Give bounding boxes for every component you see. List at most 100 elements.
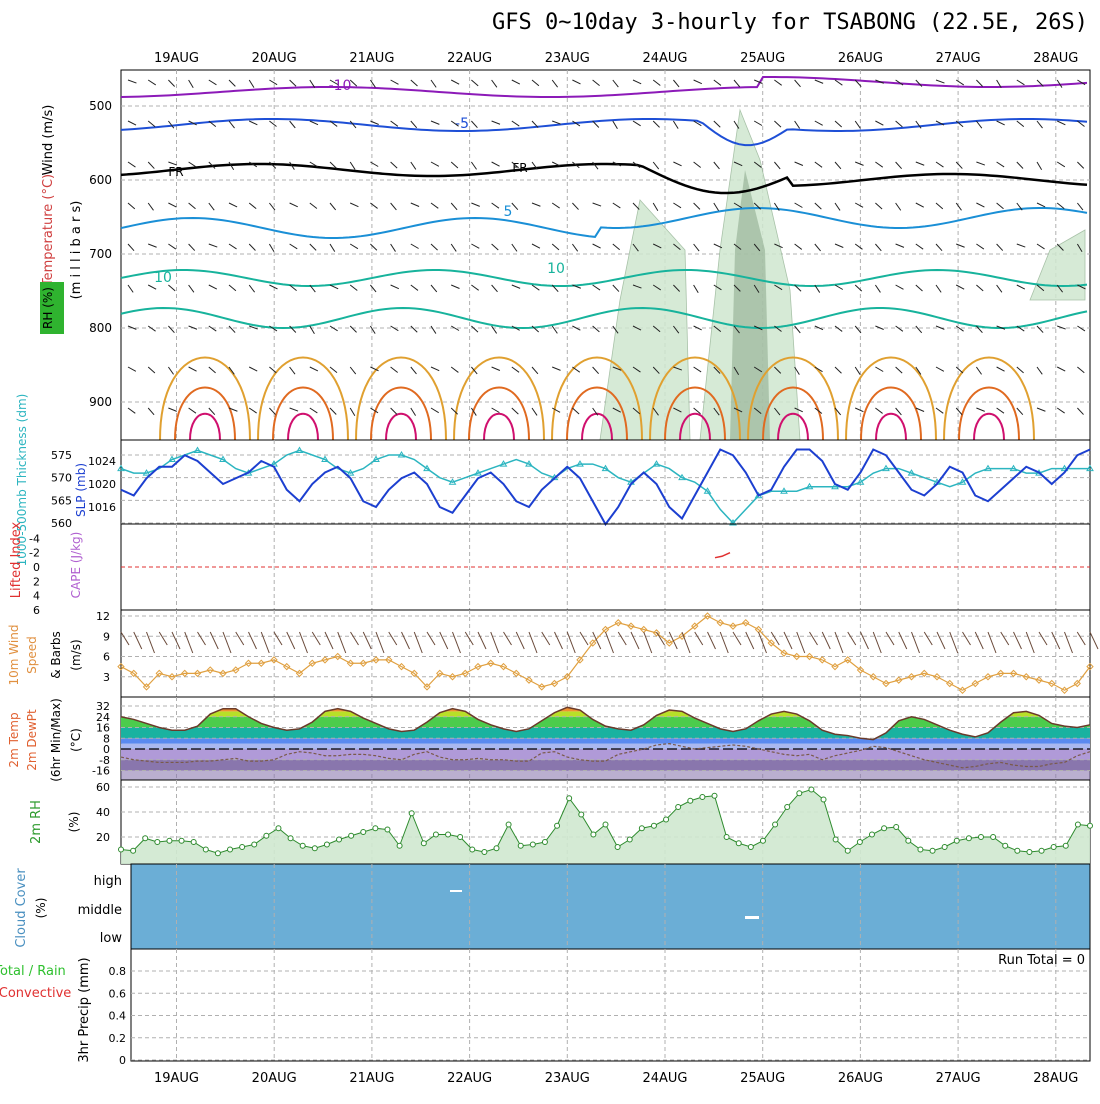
wind-barb	[794, 366, 800, 375]
wind-barb	[632, 325, 642, 331]
warm-temp-contour	[973, 412, 1005, 441]
wind-barb	[885, 631, 895, 646]
wind-barb	[450, 366, 459, 373]
wind-barb	[612, 161, 622, 167]
wind-barb	[260, 631, 270, 654]
rh-point	[929, 847, 936, 854]
wind-barb	[774, 120, 782, 128]
wind-barb	[248, 243, 256, 251]
wind-barb	[491, 366, 501, 371]
wind-barb	[643, 631, 653, 654]
wind-barb	[511, 325, 520, 331]
wind-barb	[713, 202, 719, 211]
wind10m-panel: 3 6 9 12 10m Wind Speed & Barbs (m/s)	[7, 609, 1099, 698]
wind-speed-point	[257, 659, 265, 667]
wind-barb	[349, 284, 358, 291]
rh-point	[893, 824, 900, 830]
wind-barb	[652, 79, 661, 86]
rh-legend-swatch	[40, 282, 64, 334]
rh-point	[675, 804, 682, 810]
wind-barb	[935, 284, 942, 293]
wind-barb	[713, 325, 722, 333]
panel-frame	[120, 609, 1091, 698]
wind-barb	[733, 79, 741, 88]
wind-barb	[733, 407, 743, 413]
axis-label-wind10: Speed	[25, 636, 39, 674]
wind-barb	[349, 120, 357, 129]
wind-barb	[733, 202, 742, 209]
wind-barb	[450, 325, 460, 331]
wind-barb	[309, 79, 316, 88]
wind-barb	[955, 120, 964, 128]
wind-barb	[809, 631, 818, 646]
wind-speed-point	[933, 673, 941, 681]
rh-point	[154, 839, 161, 845]
wind-barb	[208, 366, 216, 374]
wind-barb	[450, 120, 459, 127]
wind-speed-series	[120, 615, 1091, 691]
date-label: 19AUG	[154, 51, 199, 66]
date-label: 25AUG	[740, 51, 785, 66]
wind-barb	[309, 202, 318, 209]
wind-barb	[770, 631, 780, 646]
wind-barb	[895, 284, 904, 290]
wind-barb	[673, 161, 682, 167]
warm-temp-contour	[747, 356, 839, 441]
wind-barb	[834, 325, 843, 332]
wind-barb	[915, 325, 923, 334]
wind-barb	[511, 202, 519, 211]
rh-point	[626, 836, 633, 843]
wind-barb	[228, 79, 236, 87]
axis-label-pressure: (m i l l i b a r s)	[69, 201, 84, 300]
wind-barb	[531, 202, 541, 207]
run-total: Run Total = 0	[998, 953, 1085, 968]
wind-barb	[1056, 161, 1066, 168]
wind-barb	[605, 631, 614, 654]
wind-barb	[814, 120, 823, 126]
contour-plus5	[120, 207, 1088, 239]
wind-barb	[1076, 243, 1083, 252]
wind-barb	[551, 407, 561, 413]
wind-barb	[652, 284, 662, 291]
wind-barb	[572, 79, 581, 85]
wind-barb	[936, 631, 946, 650]
rh-point	[445, 831, 452, 838]
wind-barb	[329, 366, 338, 374]
wind-barb	[814, 284, 821, 293]
wind-barb	[269, 284, 278, 290]
wind-barb	[1036, 325, 1044, 333]
thickness-point	[958, 478, 967, 485]
wind-barb	[1036, 79, 1044, 87]
wind-barb	[269, 120, 277, 127]
wind-barb	[147, 366, 156, 374]
wind-barb	[693, 120, 702, 127]
wind-speed-point	[206, 666, 214, 674]
wind-barb	[127, 284, 134, 293]
wind-barb	[148, 243, 157, 248]
wind-speed-point	[1022, 673, 1030, 681]
wind-barb	[753, 407, 762, 415]
wind-barb	[491, 79, 498, 88]
wind-barb	[1016, 79, 1025, 86]
wind-barb	[955, 202, 962, 211]
wind-barb	[1064, 631, 1073, 654]
wind-barb	[552, 366, 561, 371]
rh-point	[432, 831, 439, 838]
rh-point	[214, 850, 221, 857]
rh-point	[566, 795, 573, 802]
wind-barb	[471, 284, 479, 291]
thickness-point	[499, 460, 508, 467]
wind-barb	[146, 631, 155, 654]
warm-temp-contour	[174, 386, 236, 441]
wind-barb	[895, 243, 905, 248]
wind-speed-point	[869, 673, 877, 681]
thickness-tick: 575	[51, 449, 72, 462]
wind-barb	[349, 161, 356, 170]
wind-barb	[632, 243, 639, 252]
wind-barb	[1038, 631, 1048, 646]
wind-barb	[733, 161, 743, 167]
wind-barb	[390, 79, 399, 85]
wind-barb	[1013, 631, 1022, 650]
temp-tick: 8	[103, 732, 110, 745]
wind-speed-point	[117, 662, 125, 671]
